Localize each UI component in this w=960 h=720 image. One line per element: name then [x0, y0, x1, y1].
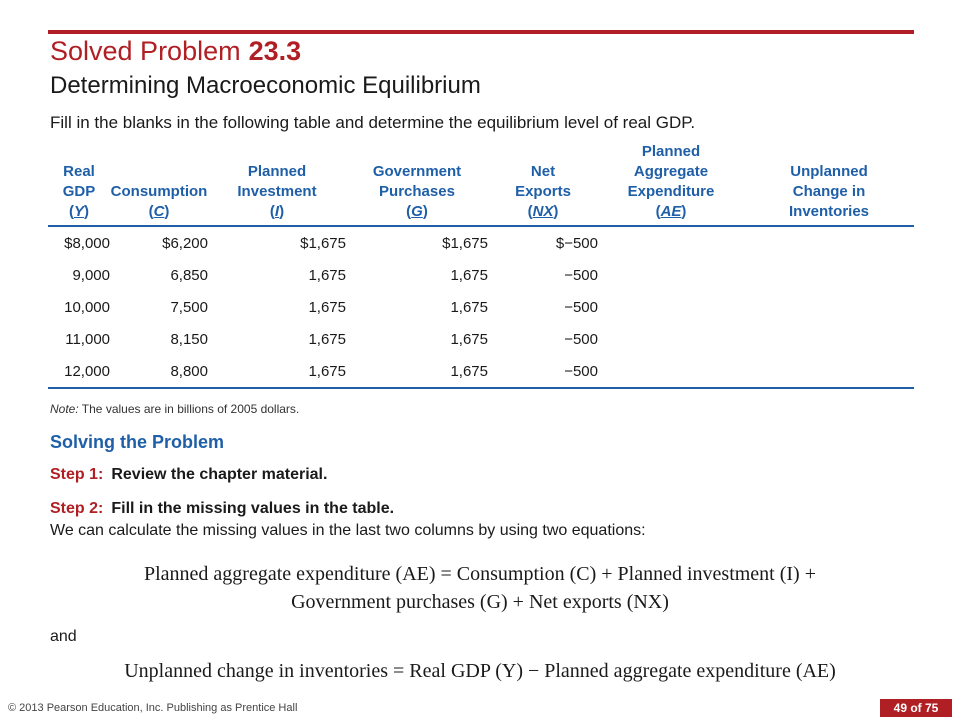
table-cell: 8,150 [170, 330, 208, 348]
table-row: 10,000 7,500 1,675 1,675 −500 [48, 291, 914, 323]
column-header-3: Government Purchases (G) [346, 140, 488, 226]
column-header-2: Planned Investment (I) [208, 140, 346, 226]
column-header-line: Unplanned [790, 163, 868, 180]
table-cell: 1,675 [308, 330, 346, 348]
page-number-badge: 49 of 75 [880, 699, 952, 717]
step-1-label: Step 1: [50, 466, 104, 483]
column-header-symbol: (I) [269, 203, 285, 220]
table-row: $8,000 $6,200 $1,675 $1,675 $−500 [48, 226, 914, 259]
intro-text: We can calculate the missing values in t… [50, 522, 646, 539]
table-cell [744, 323, 914, 355]
column-header-line: Inventories [788, 203, 870, 220]
column-header-line: Planned [641, 143, 701, 160]
column-header-line: Investment [237, 183, 317, 200]
table-cell: 1,675 [450, 298, 488, 316]
step-2: Step 2: Fill in the missing values in the… [50, 500, 394, 518]
column-header-symbol: (C) [148, 203, 170, 220]
column-header-line: GDP [62, 183, 96, 200]
note-text: The values are in billions of 2005 dolla… [78, 402, 300, 416]
table-row: 9,000 6,850 1,675 1,675 −500 [48, 259, 914, 291]
column-header-0: Real GDP (Y) [48, 140, 110, 226]
table-cell: $−500 [555, 234, 598, 252]
table-cell: −500 [564, 298, 598, 316]
step-2-label: Step 2: [50, 500, 104, 517]
table-cell: $6,200 [162, 234, 208, 252]
solving-heading: Solving the Problem [50, 432, 225, 452]
table-note: Note: The values are in billions of 2005… [50, 402, 299, 416]
table-cell: 1,675 [308, 266, 346, 284]
column-header-line: Exports [515, 183, 571, 200]
table-cell: 10,000 [64, 298, 110, 316]
table-cell: 1,675 [450, 330, 488, 348]
column-header-4: Net Exports (NX) [488, 140, 598, 226]
table-cell: −500 [564, 362, 598, 380]
step-1: Step 1: Review the chapter material. [50, 466, 327, 484]
column-header-5: Planned Aggregate Expenditure (AE) [598, 140, 744, 226]
and-text: and [50, 628, 77, 645]
problem-number: 23.3 [248, 36, 302, 66]
table-cell [598, 355, 744, 388]
column-header-line: Real [63, 163, 95, 180]
column-header-symbol: (Y) [68, 203, 89, 220]
table-cell [744, 291, 914, 323]
column-header-line: Consumption [110, 183, 208, 200]
column-header-1: Consumption (C) [110, 140, 208, 226]
copyright-footer: © 2013 Pearson Education, Inc. Publishin… [8, 702, 298, 714]
table-cell: 6,850 [170, 266, 208, 284]
column-header-line: Planned [247, 163, 307, 180]
column-header-symbol: (G) [406, 203, 428, 220]
instruction-text: Fill in the blanks in the following tabl… [50, 113, 696, 132]
slide-subtitle: Determining Macroeconomic Equilibrium [50, 72, 481, 99]
column-header-symbol: (NX) [527, 203, 559, 220]
table-cell: 1,675 [308, 298, 346, 316]
table-header-row: Real GDP (Y) Consumption (C) Planned Investmen… [48, 140, 914, 226]
column-header-6: Unplanned Change in Inventories [744, 140, 914, 226]
table-row: 12,000 8,800 1,675 1,675 −500 [48, 355, 914, 388]
table-cell: 1,675 [308, 362, 346, 380]
column-header-symbol: (AE) [655, 203, 687, 220]
table-cell [598, 226, 744, 259]
table-cell: 1,675 [450, 266, 488, 284]
table-cell [598, 291, 744, 323]
table-cell: 11,000 [65, 330, 110, 348]
step-2-text: Fill in the missing values in the table. [111, 500, 395, 517]
data-table: Real GDP (Y) Consumption (C) Planned Investmen… [48, 140, 914, 389]
equation-1-line-1: Planned aggregate expenditure (AE) = Con… [143, 563, 816, 585]
table-row: 11,000 8,150 1,675 1,675 −500 [48, 323, 914, 355]
table-cell [598, 323, 744, 355]
table-cell: 7,500 [170, 298, 208, 316]
table-cell: −500 [564, 330, 598, 348]
table-cell: $1,675 [442, 234, 488, 252]
table-cell [744, 226, 914, 259]
column-header-line: Net [530, 163, 556, 180]
column-header-line: Aggregate [633, 163, 709, 180]
column-header-line: Expenditure [627, 183, 715, 200]
table-cell [598, 259, 744, 291]
table-cell: $1,675 [300, 234, 346, 252]
column-header-line: Change in [792, 183, 866, 200]
table-cell [744, 355, 914, 388]
column-header-line: Purchases [379, 183, 455, 200]
table-cell [744, 259, 914, 291]
equation-1-line-2: Government purchases (G) + Net exports (… [291, 591, 669, 613]
table-cell: −500 [564, 266, 598, 284]
slide-title: Solved Problem 23.3 [50, 36, 301, 67]
top-rule [48, 30, 914, 34]
table-cell: 9,000 [72, 266, 110, 284]
table-cell: $8,000 [64, 234, 110, 252]
table-cell: 8,800 [170, 362, 208, 380]
table-cell: 12,000 [64, 362, 110, 380]
table-cell: 1,675 [450, 362, 488, 380]
column-header-line: Government [372, 163, 462, 180]
equation-2: Unplanned change in inventories = Real G… [124, 660, 836, 682]
title-text: Solved Problem [50, 36, 241, 66]
note-label: Note: [50, 402, 79, 416]
step-1-text: Review the chapter material. [111, 466, 328, 483]
